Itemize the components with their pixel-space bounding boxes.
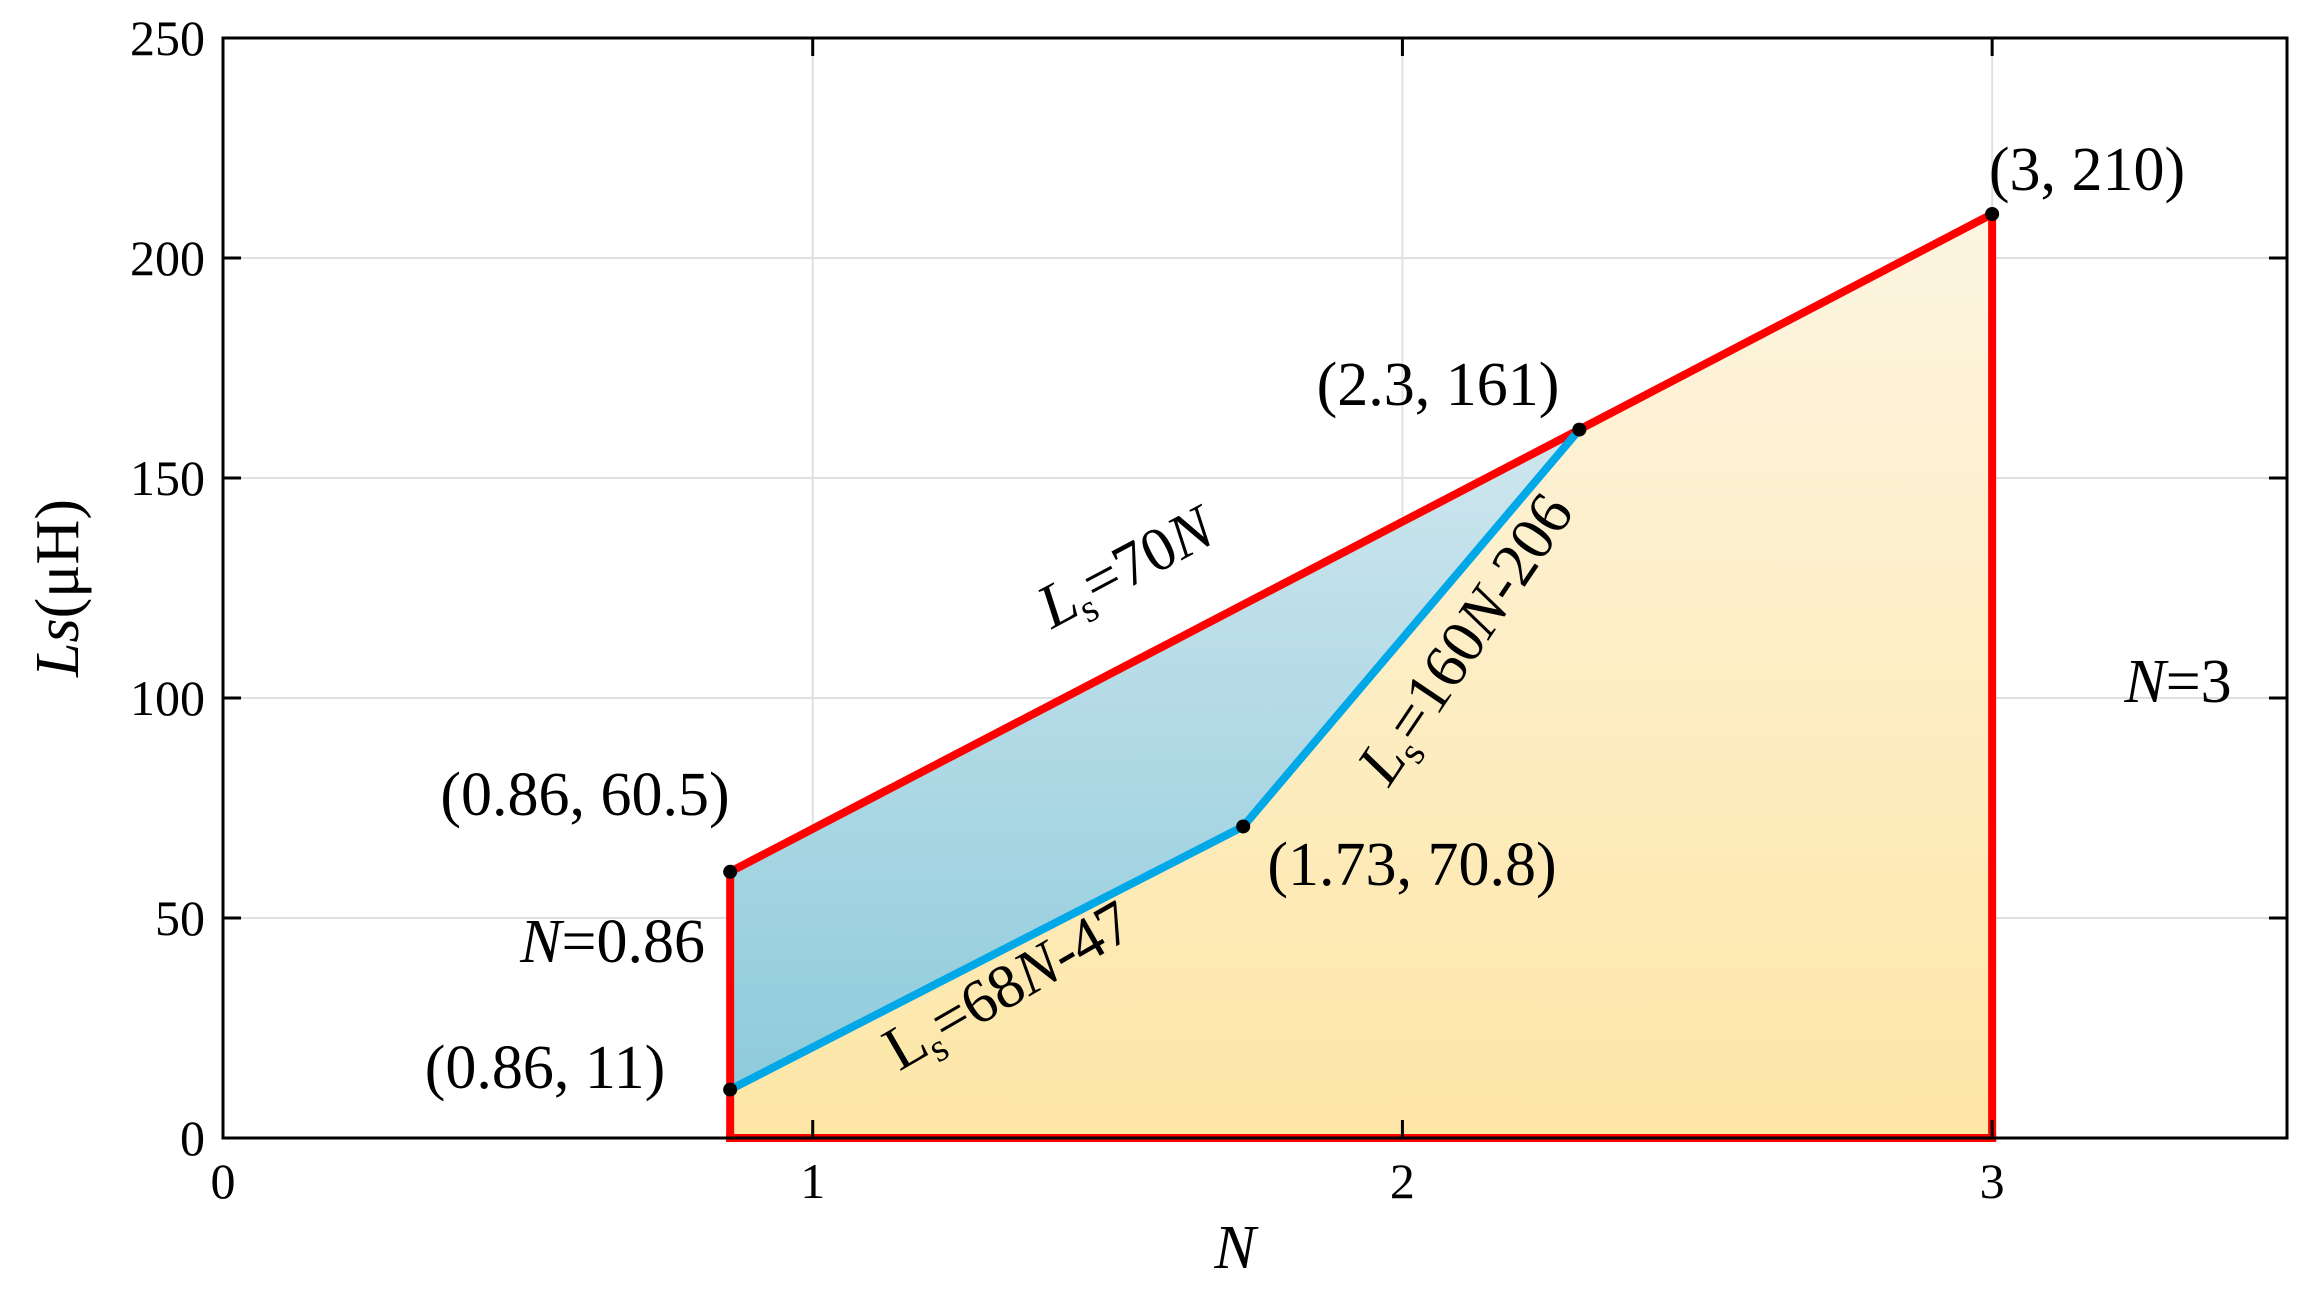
- y-tick-label: 150: [130, 450, 205, 506]
- y-tick-label: 100: [130, 670, 205, 726]
- point-marker: [1572, 422, 1587, 437]
- point-label: (0.86, 60.5): [440, 761, 729, 829]
- region-inner: [730, 429, 1580, 1090]
- x-tick-label: 3: [1980, 1153, 2005, 1209]
- point-marker: [723, 864, 738, 879]
- y-axis-title: Ls(μH): [24, 499, 92, 678]
- point-label: (2.3, 161): [1317, 351, 1560, 419]
- axis-ticks: [221, 36, 2287, 1140]
- series-upper-blue-line: [1237, 423, 1585, 833]
- point-marker: [723, 1082, 738, 1097]
- point-label: (1.73, 70.8): [1267, 831, 1556, 899]
- series-lower-blue-line: [724, 821, 1249, 1095]
- y-tick-label: 200: [130, 230, 205, 286]
- n-right-label: N=3: [2123, 648, 2231, 716]
- x-tick-label: 0: [211, 1153, 236, 1209]
- tick-labels: 0 1 2 3 0 50 100 150 200 250: [130, 10, 2005, 1209]
- x-tick-label: 1: [800, 1153, 825, 1209]
- y-tick-label: 50: [155, 890, 205, 946]
- x-axis-title: N: [1213, 1214, 1259, 1282]
- y-tick-label: 0: [180, 1110, 205, 1166]
- y-tick-label: 250: [130, 10, 205, 66]
- point-marker: [1236, 819, 1251, 834]
- point-label: (0.86, 11): [425, 1034, 666, 1102]
- point-marker: [1985, 207, 2000, 221]
- regions: [730, 214, 1993, 1138]
- point-markers: [723, 207, 2000, 1097]
- plot-frame: [221, 36, 2289, 1140]
- n-left-label: N=0.86: [519, 908, 705, 976]
- point-label: (3, 210): [1989, 136, 2185, 204]
- x-tick-label: 2: [1390, 1153, 1415, 1209]
